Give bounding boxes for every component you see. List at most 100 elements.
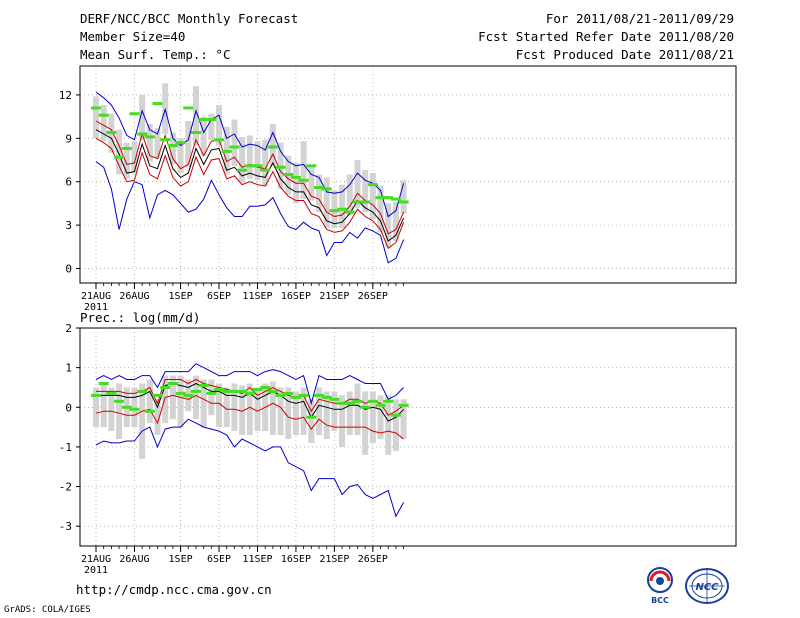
spread-box xyxy=(400,399,407,439)
median-marker xyxy=(344,210,355,214)
spread-box xyxy=(131,141,138,174)
spread-box xyxy=(369,173,376,220)
median-marker xyxy=(267,145,278,149)
spread-box xyxy=(277,387,284,436)
median-marker xyxy=(144,135,155,139)
median-marker xyxy=(298,178,309,182)
median-marker xyxy=(352,399,363,403)
median-marker xyxy=(383,196,394,200)
y-tick-label: 12 xyxy=(59,89,72,102)
median-marker xyxy=(390,413,401,417)
median-marker xyxy=(114,155,125,159)
max-line xyxy=(95,363,404,406)
median-marker xyxy=(252,164,263,168)
median-marker xyxy=(167,381,178,385)
y-tick-label: 9 xyxy=(65,132,72,145)
median-marker xyxy=(275,393,286,397)
spread-box xyxy=(93,96,99,139)
median-marker xyxy=(221,389,232,393)
median-marker xyxy=(375,196,386,200)
median-marker xyxy=(114,399,125,403)
x-tick-label: 1SEP xyxy=(169,554,193,565)
median-marker xyxy=(152,102,163,106)
variable-label: Mean Surf. Temp.: °C xyxy=(80,47,231,62)
median-marker xyxy=(398,403,409,407)
median-marker xyxy=(98,381,109,385)
y-tick-label: 1 xyxy=(65,362,72,375)
spread-box xyxy=(231,119,238,166)
max-line xyxy=(95,91,405,218)
plot-frame xyxy=(79,65,737,284)
y-tick-label: -3 xyxy=(59,520,72,533)
spread-box xyxy=(254,387,261,432)
median-marker xyxy=(121,405,132,409)
spread-box xyxy=(354,160,361,208)
median-marker xyxy=(160,385,171,389)
median-marker xyxy=(214,138,225,142)
spread-box xyxy=(162,375,169,424)
x-tick-label: 26AUG xyxy=(119,554,149,565)
median-marker xyxy=(321,187,332,191)
start-date: Fcst Started Refer Date 2011/08/20 xyxy=(478,29,734,44)
median-marker xyxy=(106,131,117,135)
spread-box xyxy=(123,142,130,179)
median-marker xyxy=(152,393,163,397)
spread-box xyxy=(308,399,315,443)
spread-box xyxy=(346,174,353,216)
spread-box xyxy=(223,387,230,428)
spread-box xyxy=(339,184,346,229)
ensemble-mean-line xyxy=(95,129,405,242)
spread-box xyxy=(200,116,207,156)
spread-box xyxy=(331,391,338,432)
bcc-logo-icon: BCC xyxy=(647,567,673,605)
produced-date: Fcst Produced Date 2011/08/21 xyxy=(515,47,734,62)
median-marker xyxy=(221,149,232,153)
spread-box xyxy=(369,391,376,443)
median-marker xyxy=(321,395,332,399)
median-marker xyxy=(383,399,394,403)
spread-box xyxy=(269,381,276,436)
spread-box xyxy=(200,379,207,428)
spread-box xyxy=(139,94,146,140)
spread-box xyxy=(285,387,292,439)
median-marker xyxy=(244,164,255,168)
median-marker xyxy=(260,385,271,389)
median-marker xyxy=(360,405,371,409)
spread-box xyxy=(377,395,384,439)
median-marker xyxy=(137,389,148,393)
y-tick-label: 0 xyxy=(65,401,72,414)
spread-box xyxy=(392,201,399,242)
min-line xyxy=(95,161,405,264)
source-url[interactable]: http://cmdp.ncc.cma.gov.cn xyxy=(76,582,272,597)
median-marker xyxy=(175,141,186,145)
spread-box xyxy=(169,132,176,165)
median-marker xyxy=(398,200,409,204)
spread-box xyxy=(154,399,161,436)
spread-box xyxy=(246,135,253,179)
spread-box xyxy=(169,375,176,420)
spread-box xyxy=(300,387,307,436)
y-tick-label: 6 xyxy=(65,176,72,189)
x-tick-label: 16SEP xyxy=(281,291,311,302)
median-marker xyxy=(260,168,271,172)
spread-box xyxy=(100,105,107,142)
spread-box xyxy=(239,136,246,182)
median-marker xyxy=(314,393,325,397)
y-tick-label: 3 xyxy=(65,219,72,232)
ncc-logo-icon: NCC xyxy=(685,568,729,604)
median-marker xyxy=(237,389,248,393)
spread-box xyxy=(154,128,161,159)
x-tick-label: 11SEP xyxy=(242,291,272,302)
median-marker xyxy=(206,118,217,122)
median-marker xyxy=(290,175,301,179)
bcc-logo-text: BCC xyxy=(651,596,669,605)
chart-title: DERF/NCC/BCC Monthly Forecast xyxy=(80,11,299,26)
upper-spread-line xyxy=(96,378,404,416)
median-marker xyxy=(352,200,363,204)
spread-box xyxy=(231,383,238,432)
spread-box xyxy=(346,391,353,436)
y-tick-label: -2 xyxy=(59,481,72,494)
x-tick-label: 16SEP xyxy=(281,554,311,565)
median-marker xyxy=(306,164,317,168)
